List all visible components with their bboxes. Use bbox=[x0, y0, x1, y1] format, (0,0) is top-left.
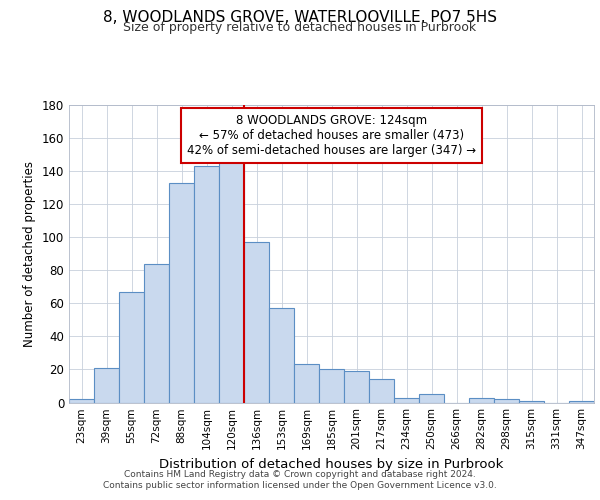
Bar bbox=[169, 182, 194, 402]
Bar bbox=[394, 398, 419, 402]
Bar bbox=[219, 154, 244, 402]
Bar bbox=[344, 371, 369, 402]
X-axis label: Distribution of detached houses by size in Purbrook: Distribution of detached houses by size … bbox=[160, 458, 503, 471]
Bar bbox=[494, 399, 519, 402]
Bar bbox=[369, 380, 394, 402]
Bar bbox=[144, 264, 169, 402]
Bar bbox=[119, 292, 144, 403]
Bar bbox=[569, 401, 594, 402]
Bar bbox=[319, 370, 344, 402]
Bar bbox=[194, 166, 219, 402]
Bar bbox=[294, 364, 319, 403]
Bar bbox=[469, 398, 494, 402]
Bar bbox=[94, 368, 119, 402]
Text: 8, WOODLANDS GROVE, WATERLOOVILLE, PO7 5HS: 8, WOODLANDS GROVE, WATERLOOVILLE, PO7 5… bbox=[103, 10, 497, 25]
Bar bbox=[419, 394, 444, 402]
Text: Contains public sector information licensed under the Open Government Licence v3: Contains public sector information licen… bbox=[103, 481, 497, 490]
Bar bbox=[244, 242, 269, 402]
Bar bbox=[519, 401, 544, 402]
Y-axis label: Number of detached properties: Number of detached properties bbox=[23, 161, 36, 347]
Text: 8 WOODLANDS GROVE: 124sqm
← 57% of detached houses are smaller (473)
42% of semi: 8 WOODLANDS GROVE: 124sqm ← 57% of detac… bbox=[187, 114, 476, 157]
Bar bbox=[69, 399, 94, 402]
Text: Contains HM Land Registry data © Crown copyright and database right 2024.: Contains HM Land Registry data © Crown c… bbox=[124, 470, 476, 479]
Bar bbox=[269, 308, 294, 402]
Text: Size of property relative to detached houses in Purbrook: Size of property relative to detached ho… bbox=[124, 21, 476, 34]
